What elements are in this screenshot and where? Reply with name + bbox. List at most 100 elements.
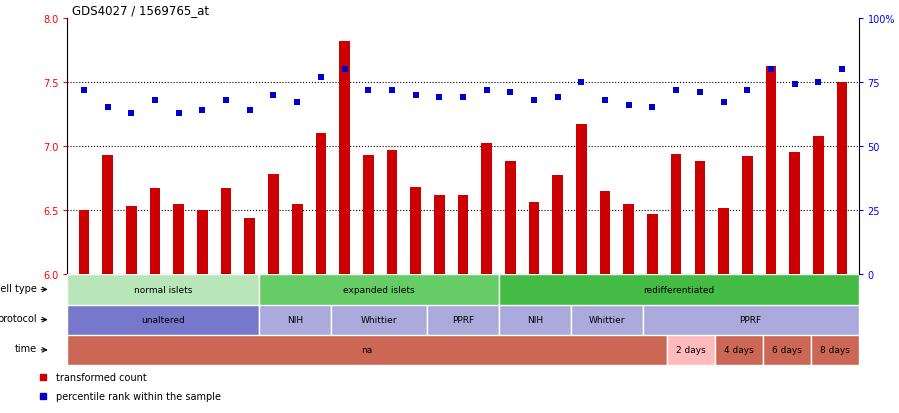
Point <box>243 107 257 114</box>
Bar <box>67 335 667 365</box>
Point <box>456 95 470 101</box>
Bar <box>259 275 499 305</box>
Bar <box>316 134 326 275</box>
Bar <box>410 188 421 275</box>
Text: GDS4027 / 1569765_at: GDS4027 / 1569765_at <box>72 4 209 17</box>
Text: 8 days: 8 days <box>820 346 850 354</box>
Text: percentile rank within the sample: percentile rank within the sample <box>56 391 221 401</box>
Bar <box>79 211 89 275</box>
Point <box>717 100 731 107</box>
Text: redifferentiated: redifferentiated <box>643 285 715 294</box>
Bar <box>126 207 137 275</box>
Bar <box>505 162 516 275</box>
Point <box>290 100 305 107</box>
Text: 6 days: 6 days <box>771 346 802 354</box>
Point <box>266 92 280 99</box>
Bar <box>331 305 427 335</box>
Text: unaltered: unaltered <box>141 316 185 324</box>
Point <box>550 95 565 101</box>
Bar <box>742 157 752 275</box>
Bar <box>434 195 445 275</box>
Bar <box>811 335 859 365</box>
Bar <box>529 203 539 275</box>
Bar <box>695 162 705 275</box>
Bar <box>552 176 563 275</box>
Point <box>835 66 850 73</box>
Bar <box>671 154 681 275</box>
Bar <box>150 189 160 275</box>
Bar <box>427 305 499 335</box>
Point <box>385 87 399 94</box>
Bar <box>643 305 859 335</box>
Point <box>574 79 589 86</box>
Point <box>811 79 825 86</box>
Point <box>692 90 707 96</box>
Text: protocol: protocol <box>0 313 37 323</box>
Text: PPRF: PPRF <box>740 316 761 324</box>
Bar <box>762 335 811 365</box>
Point <box>361 87 376 94</box>
Text: NIH: NIH <box>527 316 543 324</box>
Text: Whittier: Whittier <box>360 316 397 324</box>
Point <box>172 110 186 116</box>
Point <box>408 92 423 99</box>
Text: PPRF: PPRF <box>452 316 474 324</box>
Bar <box>667 335 715 365</box>
Bar <box>813 136 823 275</box>
Point <box>147 97 162 104</box>
Text: cell type: cell type <box>0 283 37 293</box>
Text: normal islets: normal islets <box>134 285 192 294</box>
Point <box>195 107 209 114</box>
Text: transformed count: transformed count <box>56 373 147 382</box>
Bar <box>499 305 571 335</box>
Point <box>621 102 636 109</box>
Bar <box>268 175 279 275</box>
Text: expanded islets: expanded islets <box>343 285 415 294</box>
Bar <box>576 125 587 275</box>
Bar <box>715 335 762 365</box>
Text: 4 days: 4 days <box>724 346 753 354</box>
Point <box>432 95 447 101</box>
Point <box>503 90 518 96</box>
Bar <box>221 189 231 275</box>
Bar <box>67 275 259 305</box>
Bar <box>67 305 259 335</box>
Bar <box>718 208 729 275</box>
Text: 2 days: 2 days <box>676 346 706 354</box>
Bar <box>102 156 113 275</box>
Text: time: time <box>15 344 37 354</box>
Point <box>740 87 754 94</box>
Point <box>479 87 494 94</box>
Point <box>314 74 328 81</box>
Bar <box>624 204 634 275</box>
Bar <box>292 204 302 275</box>
Point <box>645 105 660 112</box>
Bar <box>766 67 776 275</box>
Bar <box>197 211 208 275</box>
Point <box>788 82 802 88</box>
Point <box>219 97 234 104</box>
Bar <box>600 191 610 275</box>
Bar <box>245 218 255 275</box>
Bar <box>789 153 800 275</box>
Point <box>764 66 779 73</box>
Text: NIH: NIH <box>287 316 303 324</box>
Point <box>76 87 91 94</box>
Point <box>669 87 683 94</box>
Bar <box>647 214 658 275</box>
Point <box>598 97 612 104</box>
Bar <box>499 275 859 305</box>
Bar <box>571 305 643 335</box>
Text: Whittier: Whittier <box>589 316 625 324</box>
Point <box>101 105 115 112</box>
Point <box>527 97 541 104</box>
Point <box>337 66 352 73</box>
Point <box>124 110 138 116</box>
Bar <box>339 42 350 275</box>
Bar <box>837 83 847 275</box>
Bar <box>174 204 184 275</box>
Bar <box>481 144 492 275</box>
Bar <box>387 150 397 275</box>
Text: na: na <box>361 346 373 354</box>
Bar <box>458 195 468 275</box>
